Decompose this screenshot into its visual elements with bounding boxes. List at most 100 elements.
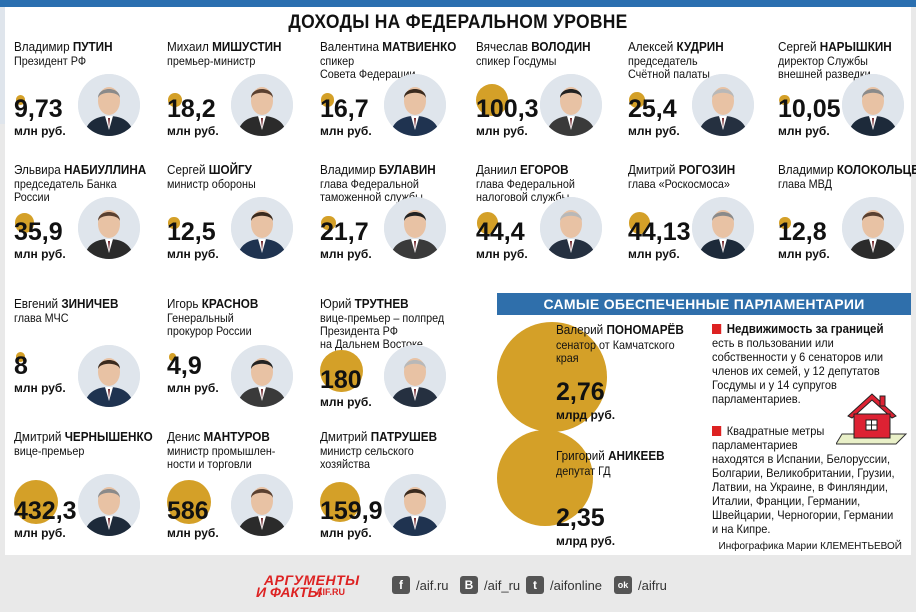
- info-line: членов их семей, у 12 депутатов: [712, 364, 880, 378]
- income-unit: млн руб.: [628, 124, 680, 138]
- income-unit: млн руб.: [778, 124, 830, 138]
- wealth-dot: [497, 322, 607, 432]
- income-unit: млн руб.: [167, 247, 219, 261]
- official-card: Вячеслав ВОЛОДИН спикер Госдумы 100,3 млн р…: [476, 40, 626, 170]
- official-role: министр обороны: [167, 177, 256, 191]
- info-line: есть в пользовании или: [712, 336, 834, 350]
- official-role: министр сельского: [320, 444, 414, 458]
- official-name: Юрий ТРУТНЕВ: [320, 297, 409, 311]
- social-label: /aif_ru: [484, 577, 521, 593]
- portrait: [78, 474, 140, 536]
- income-unit: млн руб.: [628, 247, 680, 261]
- income-value: 586: [167, 497, 209, 525]
- portrait: [78, 345, 140, 407]
- realty-info: Недвижимость за границей есть в пользова…: [712, 322, 896, 406]
- info-line: Швейцарии, Черногории, Германии: [712, 508, 894, 522]
- portrait: [384, 197, 446, 259]
- official-last-name: ТРУТНЕВ: [354, 296, 409, 311]
- official-name: Даниил ЕГОРОВ: [476, 163, 569, 177]
- income-dot: [319, 349, 363, 393]
- official-first-name: Владимир: [14, 39, 73, 54]
- official-last-name: ЧЕРНЫШЕНКО: [64, 429, 153, 444]
- income-value: 21,7: [320, 218, 369, 246]
- info-line: Болгарии, Великобритании, Грузии,: [712, 466, 895, 480]
- official-first-name: Денис: [167, 429, 204, 444]
- official-role: директор Службы: [778, 54, 868, 68]
- official-role: Счётной палаты: [628, 67, 710, 81]
- info-line: и на Кипре.: [712, 522, 771, 536]
- meters-text: парламентариев находятся в Испании, Белор…: [712, 438, 895, 536]
- income-unit: млн руб.: [14, 247, 66, 261]
- income-unit: млн руб.: [320, 526, 372, 540]
- official-card: Дмитрий ПАТРУШЕВ министр сельского хозяйст…: [319, 430, 470, 560]
- official-last-name: КРАСНОВ: [201, 296, 259, 311]
- official-last-name: МИШУСТИН: [212, 39, 282, 54]
- income-unit: млн руб.: [320, 247, 372, 261]
- portrait: [231, 197, 293, 259]
- official-role: премьер-министр: [167, 54, 256, 68]
- infographic-panel: [5, 7, 911, 555]
- meters-info: Квадратные метры парламентариев находятся…: [712, 424, 895, 536]
- income-unit: млн руб.: [778, 247, 830, 261]
- logo-mid-text: И ФАКТЫ: [256, 584, 322, 600]
- income-value: 12,5: [167, 218, 216, 246]
- official-name: Игорь КРАСНОВ: [167, 297, 258, 311]
- portrait: [78, 74, 140, 136]
- social-link-0[interactable]: f/aif.ru: [392, 576, 449, 594]
- official-name: Евгений ЗИНИЧЕВ: [14, 297, 118, 311]
- income-unit: млн руб.: [14, 526, 66, 540]
- parl-value: 2,76: [556, 378, 605, 406]
- official-first-name: Алексей: [628, 39, 677, 54]
- portrait: [692, 197, 754, 259]
- official-role: налоговой службы: [476, 190, 570, 204]
- income-dot: [779, 94, 790, 106]
- income-value: 9,73: [14, 95, 63, 123]
- income-value: 25,4: [628, 95, 677, 123]
- official-first-name: Вячеслав: [476, 39, 532, 54]
- info-line: парламентариев: [712, 438, 798, 452]
- official-first-name: Дмитрий: [14, 429, 65, 444]
- income-dot: [13, 480, 58, 524]
- income-unit: млн руб.: [167, 526, 219, 540]
- wealth-dot: [497, 430, 593, 526]
- official-card: Денис МАНТУРОВ министр промышлен-ности и …: [166, 429, 317, 560]
- income-dot: [476, 83, 509, 117]
- official-name: Владимир КОЛОКОЛЬЦЕВ: [778, 163, 916, 177]
- official-role: прокурор России: [167, 324, 252, 338]
- official-card: Сергей ШОЙГУ министр обороны 12,5 млн руб.: [167, 163, 317, 293]
- official-card: Алексей КУДРИН председатель Счётной палаты…: [628, 40, 778, 170]
- official-card: Даниил ЕГОРОВ глава Федеральной налоговой …: [476, 163, 626, 293]
- info-line: Госдумы и у 14 супругов: [712, 378, 837, 392]
- official-name: Вячеслав ВОЛОДИН: [476, 40, 591, 54]
- credit-text: Инфографика Марии КЛЕМЕНТЬЕВОЙ: [718, 541, 902, 552]
- meters-heading: Квадратные метры: [712, 424, 892, 438]
- income-unit: млн руб.: [320, 124, 372, 138]
- portrait: [231, 74, 293, 136]
- social-label: /aif.ru: [416, 577, 449, 593]
- red-bullet-icon: [712, 426, 722, 436]
- official-last-name: НАРЫШКИН: [819, 39, 892, 54]
- social-link-2[interactable]: t/aifonline: [526, 576, 602, 594]
- portrait: [540, 74, 602, 136]
- official-role: глава МЧС: [14, 311, 69, 325]
- income-dot: [15, 95, 26, 105]
- portrait: [540, 197, 602, 259]
- official-card: Игорь КРАСНОВ Генеральный прокурор России 4…: [167, 297, 317, 427]
- income-unit: млн руб.: [476, 124, 528, 138]
- portrait: [384, 74, 446, 136]
- social-link-3[interactable]: ok/aifru: [614, 576, 667, 594]
- official-role: хозяйства: [320, 457, 370, 471]
- income-unit: млн руб.: [14, 124, 66, 138]
- official-role: России: [14, 190, 50, 204]
- red-bullet-icon: [712, 324, 722, 334]
- income-value: 16,7: [320, 95, 369, 123]
- official-last-name: ШОЙГУ: [208, 162, 252, 177]
- official-last-name: ВОЛОДИН: [531, 39, 591, 54]
- income-dot: [15, 213, 35, 233]
- official-role: спикер Госдумы: [476, 54, 557, 68]
- social-link-1[interactable]: В/aif_ru: [460, 576, 520, 594]
- income-value: 8: [14, 352, 28, 380]
- official-role: Президент РФ: [14, 54, 87, 68]
- official-name: Дмитрий РОГОЗИН: [628, 163, 735, 177]
- aif-logo[interactable]: АРГУМЕНТЫ И ФАКТЫ AIF.RU: [256, 572, 359, 600]
